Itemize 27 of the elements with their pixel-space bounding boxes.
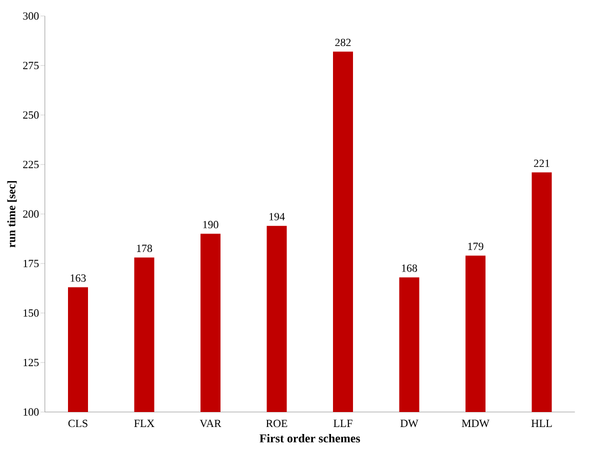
data-label: 178: [137, 244, 152, 252]
x-tick-label: DW: [400, 420, 418, 428]
x-axis-title: First order schemes: [260, 434, 360, 442]
data-label: 190: [203, 220, 218, 228]
x-tick-label: LLF: [334, 420, 352, 427]
data-label: 282: [335, 38, 351, 46]
y-tick-label: 300: [23, 12, 39, 20]
data-label: 194: [270, 213, 285, 220]
x-tick-label: FLX: [134, 420, 154, 427]
y-tick-label: 175: [24, 260, 39, 268]
y-axis-title: run time [sec]: [7, 181, 17, 248]
y-tick-label: 150: [24, 309, 39, 317]
y-tick-label: 225: [23, 160, 39, 168]
y-tick-label: 200: [23, 210, 39, 218]
x-tick-label: ROE: [266, 420, 288, 428]
x-tick-label: VAR: [200, 420, 222, 428]
data-label: 179: [468, 242, 484, 250]
y-tick-label: 250: [23, 111, 39, 119]
y-tick-label: 125: [24, 358, 39, 366]
data-label: 168: [402, 264, 418, 272]
data-label: 221: [534, 160, 550, 167]
y-tick-label: 275: [23, 62, 39, 70]
x-tick-label: HLL: [531, 420, 552, 427]
x-tick-label: CLS: [68, 420, 88, 428]
x-tick-label: MDW: [462, 420, 490, 428]
y-tick-label: 100: [24, 408, 39, 416]
data-label: 163: [70, 274, 86, 282]
